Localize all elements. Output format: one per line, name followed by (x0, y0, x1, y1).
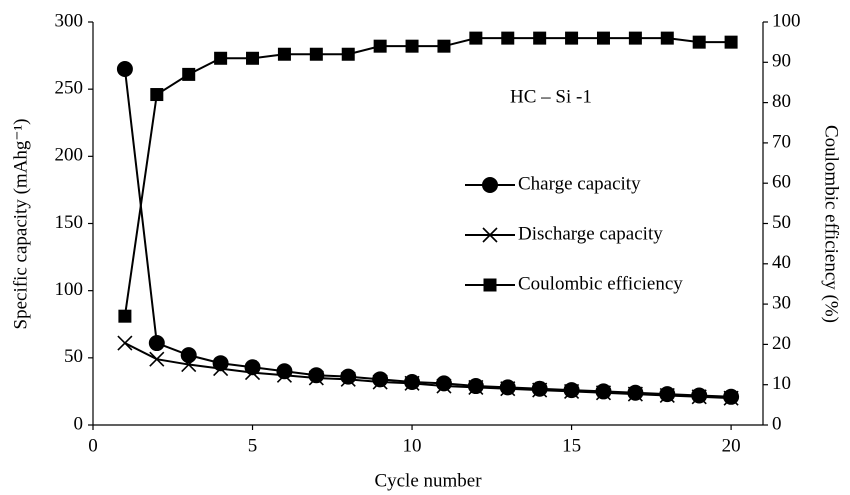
point (564, 383, 580, 399)
y-axis-label: Specific capacity (mAhg⁻¹) (10, 119, 31, 330)
point (659, 387, 675, 404)
point (182, 67, 196, 81)
point (532, 382, 548, 398)
x-tick-label: 10 (403, 435, 422, 456)
legend-marker (483, 278, 497, 292)
y-tick-label: 150 (55, 212, 84, 233)
y2-tick-label: 0 (772, 413, 782, 434)
point (563, 382, 580, 399)
y2-tick-label: 80 (772, 91, 791, 112)
y2-axis-label: Coulombic efficiency (%) (821, 125, 842, 323)
point (276, 367, 292, 383)
x-axis-label: Cycle number (374, 470, 482, 491)
point (213, 361, 229, 377)
point (692, 35, 706, 49)
point (500, 381, 516, 397)
point (118, 309, 132, 323)
point (627, 384, 644, 401)
point (596, 31, 610, 45)
point (723, 388, 740, 405)
point (404, 374, 421, 391)
point (437, 39, 451, 53)
y-tick-label: 50 (64, 346, 83, 367)
point (595, 385, 612, 401)
point (565, 31, 579, 45)
point (372, 374, 388, 390)
y2-tick-label: 30 (772, 292, 791, 313)
x-tick-label: 0 (88, 435, 98, 456)
y2-tick-label: 90 (772, 51, 791, 72)
point (501, 31, 515, 45)
y2-tick-label: 100 (772, 10, 801, 31)
point (533, 31, 547, 45)
point (148, 335, 165, 352)
point (469, 31, 483, 45)
y-tick-label: 0 (74, 413, 84, 434)
point (435, 375, 452, 392)
point (405, 39, 419, 53)
y-tick-label: 250 (55, 78, 84, 99)
point (595, 383, 612, 400)
point (149, 351, 165, 367)
point (467, 378, 484, 395)
point (468, 379, 484, 395)
point (180, 347, 197, 364)
y2-tick-label: 20 (772, 333, 791, 354)
y2-tick-label: 40 (772, 252, 791, 273)
y-tick-label: 300 (55, 10, 84, 31)
point (277, 47, 291, 61)
point (246, 51, 260, 65)
legend-marker (482, 227, 498, 243)
point (308, 370, 324, 386)
point (309, 47, 323, 61)
point (341, 47, 355, 61)
point (659, 386, 676, 403)
point (436, 378, 452, 394)
x-tick-label: 20 (722, 435, 741, 456)
series-line (124, 342, 732, 400)
point (150, 88, 164, 102)
point (723, 390, 739, 406)
point (117, 335, 133, 351)
point (404, 375, 420, 391)
point (691, 389, 707, 405)
point (276, 363, 293, 380)
y2-tick-label: 70 (772, 131, 791, 152)
annotation: HC – Si -1 (510, 86, 592, 107)
y-tick-label: 200 (55, 145, 84, 166)
point (372, 371, 389, 388)
legend-label: Discharge capacity (518, 223, 663, 244)
y2-tick-label: 60 (772, 172, 791, 193)
legend-label: Charge capacity (518, 173, 641, 194)
point (244, 365, 261, 381)
y-tick-label: 100 (55, 279, 84, 300)
point (116, 61, 133, 78)
x-tick-label: 15 (562, 435, 581, 456)
point (691, 387, 708, 404)
y2-tick-label: 50 (772, 212, 791, 233)
point (340, 371, 356, 387)
point (181, 356, 197, 373)
y2-tick-label: 10 (772, 373, 791, 394)
point (308, 367, 325, 384)
x-tick-label: 5 (248, 435, 258, 456)
point (628, 31, 642, 45)
point (214, 51, 228, 65)
point (724, 35, 738, 49)
point (340, 368, 357, 385)
point (660, 31, 674, 45)
legend-marker (482, 177, 498, 193)
point (531, 380, 548, 397)
point (627, 386, 643, 402)
point (499, 379, 516, 396)
point (373, 39, 387, 53)
legend-label: Coulombic efficiency (518, 273, 683, 294)
